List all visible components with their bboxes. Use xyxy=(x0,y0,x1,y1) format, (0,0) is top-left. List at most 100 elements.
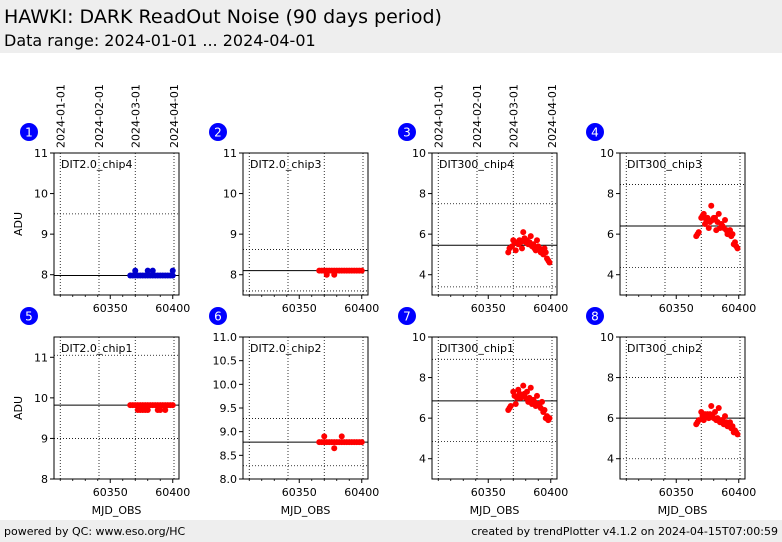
page-subtitle: Data range: 2024-01-01 ... 2024-04-01 xyxy=(4,31,316,50)
data-point xyxy=(729,231,736,238)
data-point xyxy=(734,245,741,252)
data-point xyxy=(534,392,540,399)
panel-number: 6 xyxy=(214,310,222,324)
y-tick-label: 6 xyxy=(607,228,614,241)
header-bar: HAWKI: DARK ReadOut Noise (90 days perio… xyxy=(0,0,782,53)
y-tick-label: 8 xyxy=(419,372,426,385)
x-tick-label: 60400 xyxy=(533,302,568,315)
plot-frame xyxy=(242,152,369,296)
panel-number: 5 xyxy=(25,310,33,324)
data-point xyxy=(520,229,527,236)
y-tick-label: 4 xyxy=(419,269,426,282)
plot-frame xyxy=(53,152,180,296)
x-axis-label: MJD_OBS xyxy=(470,504,520,517)
panel-label: DIT300_chip3 xyxy=(627,158,702,171)
x-tick-label: 60350 xyxy=(282,302,317,315)
date-tick-label: 2024-03-01 xyxy=(129,84,142,148)
data-point xyxy=(132,267,139,274)
data-point xyxy=(144,407,151,414)
page-title: HAWKI: DARK ReadOut Noise (90 days perio… xyxy=(4,6,442,28)
y-tick-label: 9 xyxy=(41,432,48,445)
y-tick-label: 8 xyxy=(419,188,426,201)
data-point xyxy=(169,402,176,409)
plot-frame xyxy=(431,336,558,480)
data-point xyxy=(546,259,553,266)
y-tick-label: 11 xyxy=(34,351,48,364)
y-axis-label: ADU xyxy=(12,212,25,236)
data-point xyxy=(520,382,527,389)
x-tick-label: 60350 xyxy=(282,486,317,499)
panel-number: 3 xyxy=(403,126,411,140)
data-point xyxy=(700,210,707,217)
x-tick-label: 60400 xyxy=(721,486,756,499)
x-tick-label: 60350 xyxy=(471,486,506,499)
y-tick-label: 6 xyxy=(419,412,426,425)
data-point xyxy=(358,439,365,446)
footer-bar: powered by QC: www.eso.org/HC created by… xyxy=(0,520,782,542)
x-tick-label: 60350 xyxy=(659,486,694,499)
y-tick-label: 8 xyxy=(41,473,48,486)
data-point xyxy=(539,398,545,405)
panel-number: 1 xyxy=(25,126,33,140)
y-tick-label: 10 xyxy=(34,392,48,405)
y-tick-label: 10.0 xyxy=(213,378,238,391)
plot-frame xyxy=(619,336,746,480)
panel-number: 2 xyxy=(214,126,222,140)
y-tick-label: 8 xyxy=(607,188,614,201)
date-tick-label: 2024-01-01 xyxy=(432,84,445,148)
plot-frame xyxy=(431,152,558,296)
data-point xyxy=(323,271,330,278)
plot-frame xyxy=(619,152,746,296)
data-point xyxy=(512,247,519,254)
panel-badge xyxy=(586,307,604,325)
data-point xyxy=(331,271,338,278)
plot-frame xyxy=(242,336,369,480)
date-tick-label: 2024-02-01 xyxy=(471,84,484,148)
data-point xyxy=(507,402,514,409)
panel-number: 8 xyxy=(591,310,599,324)
data-point xyxy=(519,245,525,252)
panel-badge xyxy=(209,123,227,141)
y-tick-label: 9 xyxy=(41,228,48,241)
panel-label: DIT2.0_chip1 xyxy=(61,342,132,355)
data-point xyxy=(527,384,534,391)
data-point xyxy=(695,229,702,236)
chart-panel-1: 1 8 9 10 11 60350 60400 DIT2.0_chip4 ADU 2024-01-… xyxy=(12,84,190,315)
panel-badge xyxy=(586,123,604,141)
y-axis-label: ADU xyxy=(12,396,25,420)
date-tick-label: 2024-04-01 xyxy=(168,84,181,148)
data-point xyxy=(512,400,519,407)
data-point xyxy=(712,409,718,416)
data-point xyxy=(546,415,553,422)
panel-label: DIT2.0_chip3 xyxy=(250,158,321,171)
date-tick-label: 2024-03-01 xyxy=(507,84,520,148)
panel-badge xyxy=(398,307,416,325)
y-tick-label: 8 xyxy=(230,269,237,282)
panel-label: DIT300_chip1 xyxy=(439,342,514,355)
chart-panel-7: 7 4 6 8 10 60350 60400 DIT300_chip1 MJD_OBS xyxy=(398,307,568,517)
data-point xyxy=(517,239,524,246)
data-point xyxy=(541,407,548,414)
data-point xyxy=(331,445,338,452)
y-tick-label: 9.0 xyxy=(220,426,238,439)
data-point xyxy=(722,413,728,420)
data-point xyxy=(715,210,722,217)
data-point xyxy=(169,267,176,274)
x-axis-label: MJD_OBS xyxy=(658,504,708,517)
data-point xyxy=(144,267,151,274)
y-tick-label: 11 xyxy=(223,147,237,160)
data-point xyxy=(527,233,534,240)
x-tick-label: 60400 xyxy=(155,486,190,499)
data-point xyxy=(321,433,328,440)
data-point xyxy=(734,431,741,438)
y-tick-label: 6 xyxy=(419,228,426,241)
y-tick-label: 9.5 xyxy=(220,402,238,415)
panel-label: DIT2.0_chip2 xyxy=(250,342,321,355)
date-tick-label: 2024-01-01 xyxy=(54,84,67,148)
date-tick-label: 2024-04-01 xyxy=(546,84,559,148)
x-tick-label: 60400 xyxy=(155,302,190,315)
chart-panel-5: 5 8 9 10 11 60350 60400 DIT2.0_chip1 ADU MJD_OBS xyxy=(12,307,190,517)
y-tick-label: 6 xyxy=(607,412,614,425)
panel-label: DIT300_chip4 xyxy=(439,158,514,171)
